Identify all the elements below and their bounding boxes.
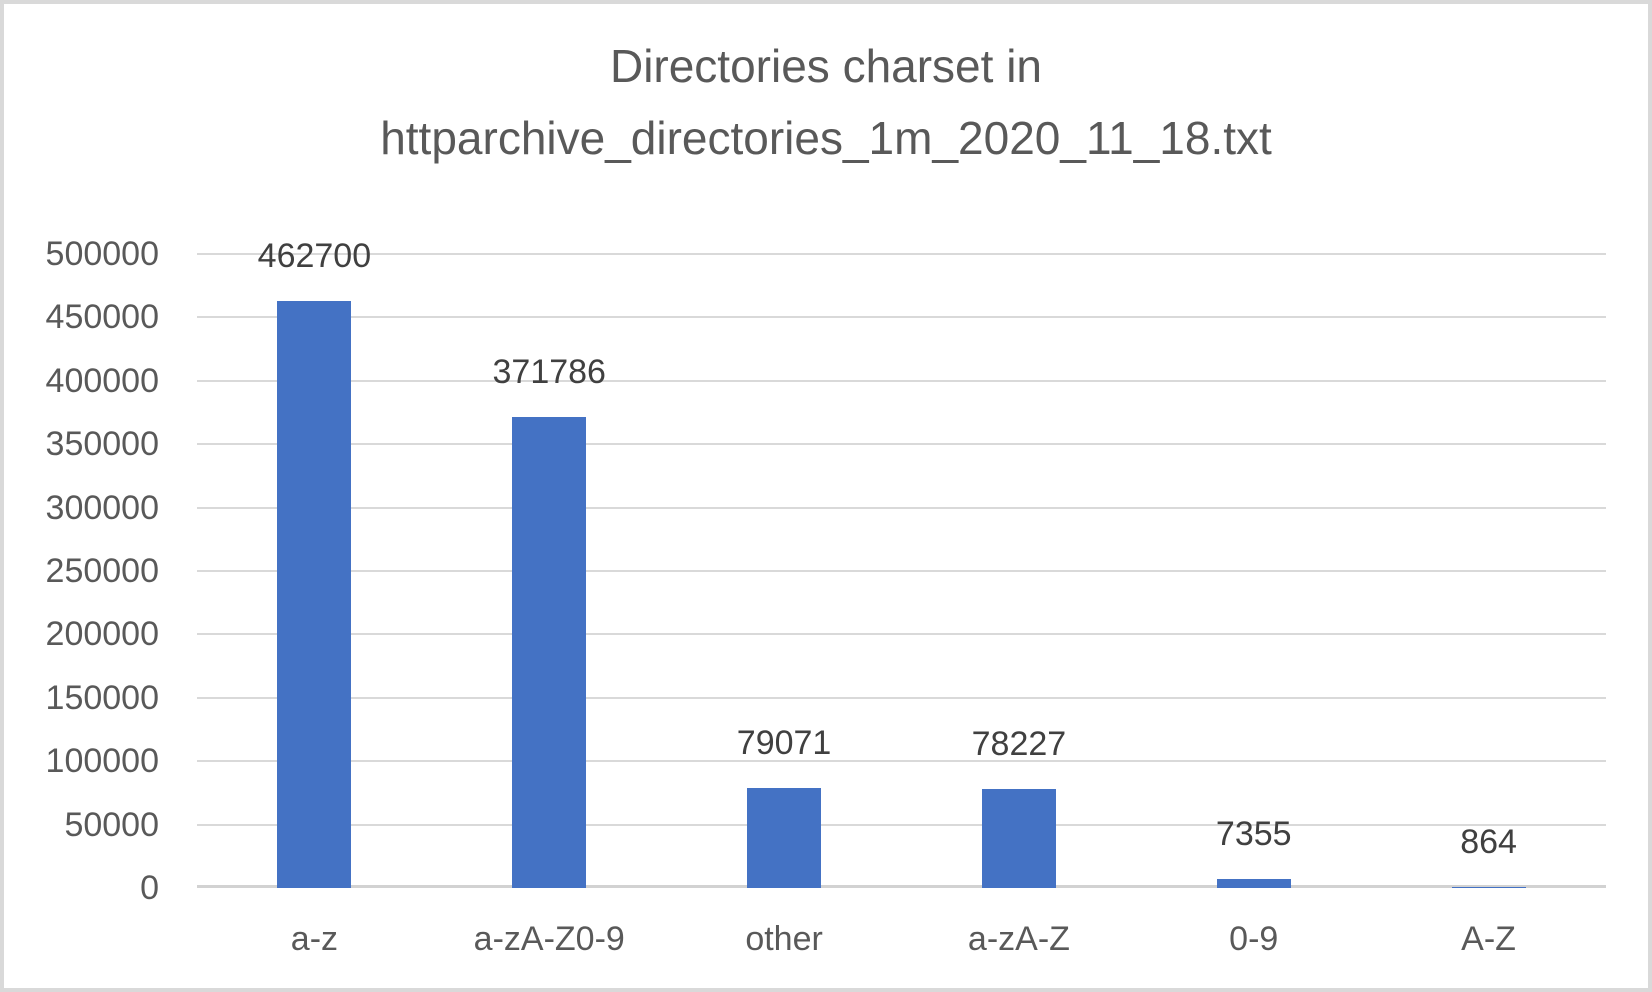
bar-a-zA-Z0-9[interactable]: [512, 417, 586, 888]
y-axis: 0 50000 100000 150000 200000 250000 300000 3500…: [4, 4, 1648, 988]
y-axis-tick-label: 400000: [45, 361, 159, 400]
x-axis-category-label: a-zA-Z0-9: [473, 920, 625, 958]
y-axis-tick-label: 150000: [45, 678, 159, 717]
y-axis-tick-label: 50000: [64, 805, 159, 844]
chart-title: Directories charset in httparchive_direc…: [380, 40, 1272, 164]
gridline: [197, 379, 1606, 382]
bar-A-Z[interactable]: [1452, 887, 1526, 888]
y-axis-tick-label: 200000: [45, 615, 159, 654]
bar-a-zA-Z[interactable]: [982, 789, 1056, 888]
gridline: [197, 823, 1606, 826]
y-axis-tick-label: 350000: [45, 425, 159, 464]
bar-data-label: 462700: [257, 237, 372, 275]
x-axis-category-label: a-zA-Z: [967, 920, 1070, 958]
y-axis-tick-label: 0: [140, 869, 159, 907]
gridline: [197, 443, 1606, 446]
bar-data-label: 371786: [492, 353, 606, 391]
y-axis-tick-label: 450000: [45, 298, 159, 337]
bar-data-label: 78227: [971, 725, 1067, 763]
x-axis-category-label: a-z: [290, 920, 339, 958]
bar-a-z[interactable]: [277, 301, 351, 888]
gridline: [197, 506, 1606, 509]
x-axis-category-label: 0-9: [1229, 920, 1279, 958]
gridline: [197, 570, 1606, 572]
plot-area: 462700 371786 79071 78227 7355 864: [197, 237, 1606, 888]
bar-data-label: 79071: [736, 724, 832, 762]
bar-data-label: 864: [1460, 823, 1517, 861]
gridline: [197, 760, 1606, 763]
gridline: [197, 633, 1606, 636]
y-axis-tick-label: 250000: [45, 552, 159, 590]
gridline: [197, 253, 1606, 255]
x-axis-line: [197, 885, 1606, 888]
bar-data-label: 7355: [1215, 815, 1292, 853]
gridline: [197, 696, 1606, 699]
x-axis-category-label: A-Z: [1461, 920, 1516, 958]
bar-0-9[interactable]: [1217, 879, 1291, 888]
y-axis-tick-label: 500000: [45, 235, 159, 273]
gridline: [197, 316, 1606, 319]
x-axis: a-z a-zA-Z0-9 other a-zA-Z 0-9 A-Z: [4, 4, 1648, 988]
x-axis-category-label: other: [745, 920, 823, 958]
y-axis-tick-label: 100000: [45, 742, 159, 781]
y-axis-tick-label: 300000: [45, 488, 159, 527]
bar-other[interactable]: [747, 788, 821, 888]
